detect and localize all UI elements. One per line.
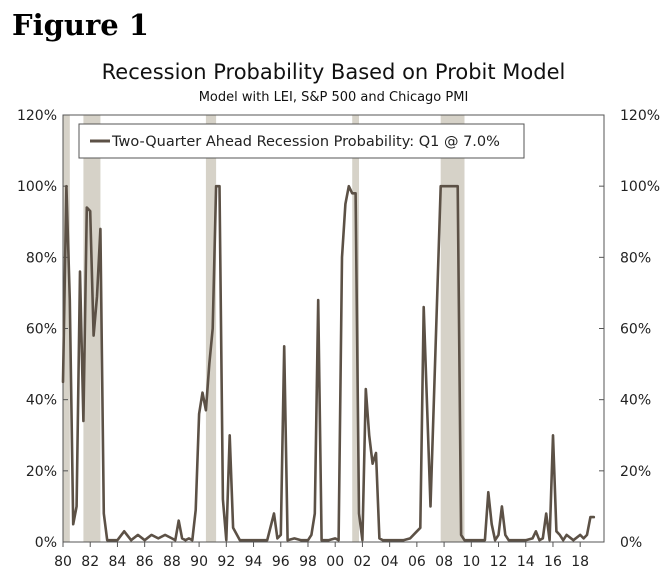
y-tick-label-left: 0%: [35, 535, 57, 551]
series-line-0: [61, 184, 596, 542]
x-tick-label: 98: [299, 554, 317, 570]
y-tick-label-right: 20%: [620, 464, 651, 480]
y-tick-label-left: 20%: [26, 464, 57, 480]
x-tick-label: 02: [354, 554, 372, 570]
x-tick-label: 96: [272, 554, 290, 570]
y-tick-label-right: 100%: [620, 179, 660, 195]
chart-subtitle: Model with LEI, S&P 500 and Chicago PMI: [198, 90, 469, 105]
x-tick-label: 92: [217, 554, 235, 570]
x-tick-label: 04: [381, 554, 399, 570]
x-tick-label: 88: [163, 554, 181, 570]
y-tick-label-right: 80%: [620, 250, 651, 266]
figure-label: Figure 1: [12, 8, 149, 42]
y-tick-label-right: 120%: [620, 108, 660, 124]
x-tick-label: 10: [462, 554, 480, 570]
y-tick-label-right: 60%: [620, 322, 651, 338]
chart-title: Recession Probability Based on Probit Mo…: [101, 60, 566, 84]
x-tick-label: 14: [517, 554, 535, 570]
x-tick-label: 84: [109, 554, 127, 570]
y-tick-label-right: 0%: [620, 535, 642, 551]
x-tick-label: 90: [190, 554, 208, 570]
x-tick-label: 82: [81, 554, 99, 570]
x-tick-label: 80: [54, 554, 72, 570]
x-tick-label: 08: [435, 554, 453, 570]
y-tick-label-left: 120%: [17, 108, 57, 124]
x-tick-label: 00: [326, 554, 344, 570]
legend-box: [78, 123, 525, 159]
y-tick-label-right: 40%: [620, 393, 651, 409]
y-tick-label-left: 60%: [26, 322, 57, 338]
recession-band-3: [352, 115, 360, 542]
y-tick-label-left: 40%: [26, 393, 57, 409]
recession-band-2: [205, 115, 217, 542]
x-tick-label: 06: [408, 554, 426, 570]
plot-frame: [62, 114, 605, 543]
x-tick-label: 94: [245, 554, 263, 570]
x-tick-label: 18: [571, 554, 589, 570]
y-tick-label-left: 100%: [17, 179, 57, 195]
y-tick-label-left: 80%: [26, 250, 57, 266]
x-tick-label: 86: [136, 554, 154, 570]
legend-label: Two-Quarter Ahead Recession Probability:…: [111, 134, 500, 150]
x-tick-label: 16: [544, 554, 562, 570]
x-tick-label: 12: [490, 554, 508, 570]
